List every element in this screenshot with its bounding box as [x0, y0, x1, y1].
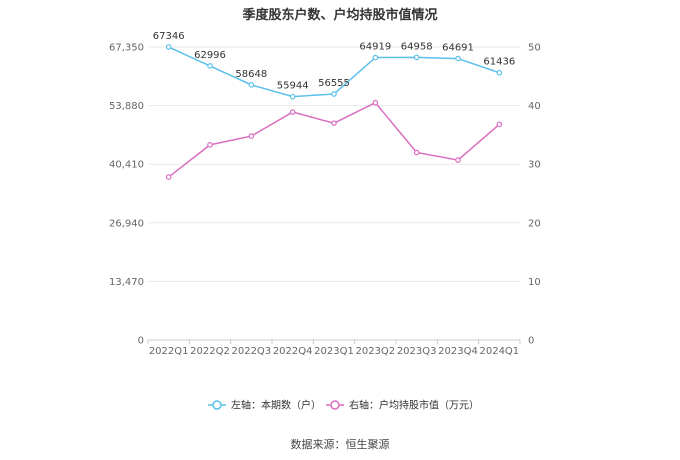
chart-title: 季度股东户数、户均持股市值情况: [242, 8, 438, 23]
legend-label: 右轴：户均持股市值（万元）: [349, 399, 479, 412]
left-tick-label: 40,410: [109, 160, 144, 171]
left-tick-label: 67,350: [109, 43, 144, 54]
left-tick-label: 13,470: [109, 277, 144, 288]
data-label: 64958: [401, 41, 433, 52]
right-series-point: [496, 121, 503, 128]
left-series-point: [455, 55, 461, 62]
right-series-point: [289, 109, 296, 115]
x-tick-label: 2022Q4: [273, 346, 313, 357]
right-tick-label: 50: [528, 43, 541, 54]
x-tick-label: 2023Q2: [355, 346, 395, 357]
data-label: 61436: [483, 57, 515, 68]
data-label: 55944: [277, 81, 309, 92]
right-series-point: [372, 99, 379, 106]
left-tick-label: 26,940: [109, 218, 144, 229]
x-tick-label: 2023Q3: [397, 346, 437, 357]
right-series-point: [455, 157, 461, 163]
x-tick-label: 2023Q1: [314, 346, 354, 357]
left-series-point: [372, 54, 379, 61]
right-series-point: [331, 120, 337, 126]
data-label: 64691: [442, 43, 474, 54]
left-series-point: [207, 63, 213, 69]
right-tick-label: 20: [528, 218, 541, 229]
right-tick-label: 40: [528, 101, 541, 112]
left-series-point: [165, 44, 172, 50]
left-series-point: [289, 93, 296, 100]
data-label: 58648: [235, 69, 267, 80]
data-label: 56555: [318, 78, 350, 89]
right-tick-label: 30: [528, 160, 541, 171]
right-series-point: [413, 149, 420, 156]
data-label: 64919: [359, 42, 391, 53]
legend-marker: [212, 400, 222, 410]
x-tick-label: 2022Q1: [149, 346, 189, 357]
x-tick-label: 2023Q4: [438, 346, 478, 357]
legend-label: 左轴：本期数（户）: [231, 399, 321, 412]
right-series-point: [248, 133, 255, 139]
right-tick-label: 10: [528, 277, 541, 288]
x-tick-label: 2022Q2: [190, 346, 230, 357]
left-series-point: [331, 91, 337, 97]
left-series-point: [413, 54, 420, 61]
legend-marker: [330, 400, 340, 410]
data-label: 62996: [194, 50, 226, 61]
x-tick-label: 2022Q3: [231, 346, 271, 357]
right-series-point: [165, 174, 172, 180]
x-tick-label: 2024Q1: [479, 346, 519, 357]
data-label: 67346: [153, 31, 185, 42]
left-series-point: [248, 82, 255, 88]
source-note: 数据来源：恒生聚源: [290, 438, 390, 451]
left-series-point: [496, 69, 503, 76]
right-series-line: [168, 101, 500, 178]
right-tick-label: 0: [528, 336, 534, 347]
left-tick-label: 0: [138, 336, 144, 347]
left-tick-label: 53,880: [109, 101, 144, 112]
right-series-point: [207, 142, 213, 148]
